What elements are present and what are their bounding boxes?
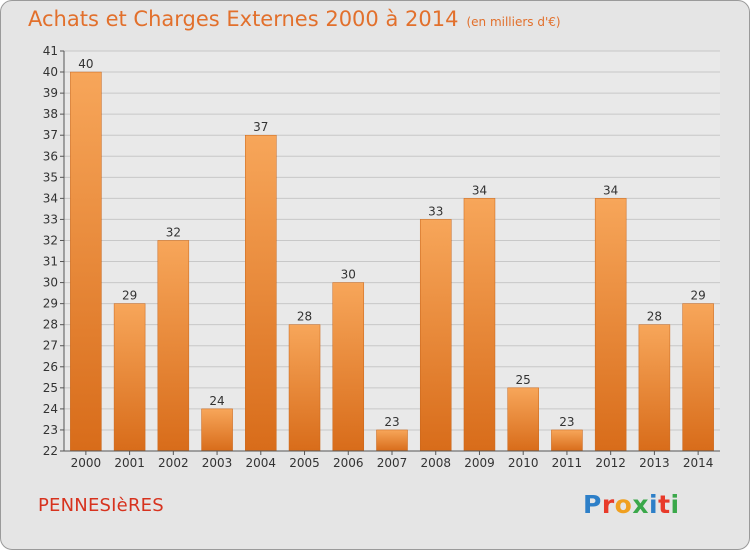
bar-2011 (551, 429, 583, 452)
y-tick-label: 40 (43, 65, 58, 79)
x-tick-label-2002: 2002 (158, 456, 189, 470)
data-label-2004: 37 (253, 120, 268, 134)
x-axis: 2000 2001 2002 2003 2004 2005 2006 2007 2008 2009… (64, 450, 720, 470)
data-label-2001: 29 (122, 289, 137, 303)
x-tick-label-2007: 2007 (377, 456, 408, 470)
y-tick-label: 41 (43, 44, 58, 58)
x-tick-label-2009: 2009 (464, 456, 495, 470)
logo-letter: t (658, 490, 671, 519)
data-label-2008: 33 (428, 204, 443, 218)
y-tick-label: 29 (43, 297, 58, 311)
bar-2006 (332, 282, 365, 452)
bar-2005 (288, 324, 321, 452)
bar-2014 (682, 303, 714, 452)
data-label-2005: 28 (297, 310, 312, 324)
title-row: Achats et Charges Externes 2000 à 2014 (e… (28, 7, 561, 31)
data-label-2012: 34 (603, 183, 618, 197)
logo-letter: x (632, 490, 649, 519)
logo-letter: r (601, 490, 615, 519)
bar-2004 (245, 134, 277, 452)
y-tick-label: 33 (43, 212, 58, 226)
logo-letter: o (614, 490, 633, 519)
bar-2010 (507, 387, 539, 452)
x-tick-label-2004: 2004 (246, 456, 277, 470)
logo-letter: i (649, 490, 659, 519)
x-tick-label-2011: 2011 (552, 456, 583, 470)
y-tick-label: 35 (43, 170, 58, 184)
data-label-2007: 23 (384, 415, 399, 429)
x-tick-label-2012: 2012 (595, 456, 626, 470)
y-tick-label: 23 (43, 423, 58, 437)
y-tick-label: 22 (43, 444, 58, 458)
y-tick-label: 28 (43, 318, 58, 332)
x-tick-label-2001: 2001 (114, 456, 145, 470)
logo-letter: P (583, 490, 602, 519)
bar-2013 (638, 324, 671, 452)
bar-2007 (376, 429, 408, 452)
y-tick-label: 32 (43, 233, 58, 247)
x-tick-label-2014: 2014 (683, 456, 714, 470)
data-labels: 40 29 32 24 37 28 30 23 33 34 25 23 34 28 29 (78, 57, 706, 429)
y-tick-label: 24 (43, 402, 58, 416)
x-tick-label-2005: 2005 (289, 456, 320, 470)
data-label-2000: 40 (78, 57, 93, 71)
x-tick-label-2003: 2003 (202, 456, 233, 470)
x-tick-label-2013: 2013 (639, 456, 670, 470)
y-axis: 22 23 24 25 26 27 28 29 30 31 32 33 34 35 36 37 38 39 40 41 (43, 44, 65, 458)
y-tick-label: 27 (43, 339, 58, 353)
bar-2008 (419, 219, 452, 452)
x-tick-label-2006: 2006 (333, 456, 364, 470)
y-tick-label: 37 (43, 128, 58, 142)
logo-letter: i (670, 490, 680, 519)
bar-2001 (113, 303, 146, 452)
commune-name: PENNESIèRES (38, 495, 164, 516)
bars (70, 71, 714, 452)
x-tick-label-2000: 2000 (71, 456, 102, 470)
chart-subtitle: (en milliers d'€) (466, 15, 561, 29)
y-tick-label: 34 (43, 191, 58, 205)
y-tick-label: 38 (43, 107, 58, 121)
bar-2012 (594, 198, 627, 452)
bar-2000 (70, 71, 102, 452)
bar-2003 (201, 408, 233, 452)
proxiti-logo[interactable]: Proxiti (583, 490, 680, 519)
data-label-2010: 25 (516, 373, 531, 387)
data-label-2002: 32 (166, 225, 181, 239)
data-label-2009: 34 (472, 183, 487, 197)
data-label-2013: 28 (647, 310, 662, 324)
data-label-2014: 29 (690, 289, 705, 303)
bar-2002 (157, 240, 190, 452)
y-tick-label: 36 (43, 149, 58, 163)
y-tick-label: 25 (43, 381, 58, 395)
data-label-2003: 24 (209, 394, 224, 408)
x-tick-label-2010: 2010 (508, 456, 539, 470)
y-tick-label: 31 (43, 255, 58, 269)
y-tick-label: 30 (43, 276, 58, 290)
data-label-2011: 23 (559, 415, 574, 429)
x-tick-label-2008: 2008 (420, 456, 451, 470)
y-tick-label: 26 (43, 360, 58, 374)
y-tick-label: 39 (43, 86, 58, 100)
chart-title: Achats et Charges Externes 2000 à 2014 (28, 7, 459, 31)
bar-2009 (463, 198, 496, 452)
data-label-2006: 30 (341, 268, 356, 282)
